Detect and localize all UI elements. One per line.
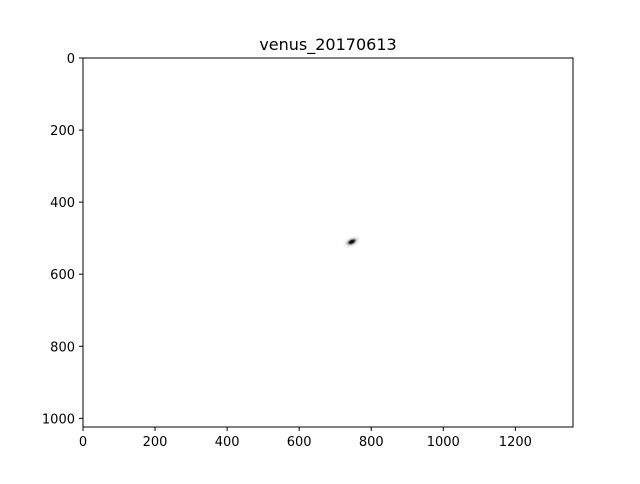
x-tick-label: 600 — [287, 435, 312, 450]
y-axis: 0 200 400 600 800 1000 — [42, 52, 83, 427]
y-tick-label: 1000 — [42, 412, 75, 427]
plot-area — [83, 58, 573, 427]
x-tick-label: 200 — [143, 435, 168, 450]
y-tick-label: 400 — [50, 196, 75, 211]
y-tick-label: 600 — [50, 268, 75, 283]
image-layer — [340, 233, 363, 250]
chart-title: venus_20170613 — [259, 35, 396, 55]
x-tick-label: 1000 — [427, 435, 460, 450]
x-tick-label: 0 — [79, 435, 87, 450]
x-axis: 0 200 400 600 800 1000 1200 — [79, 427, 532, 450]
x-tick-label: 400 — [215, 435, 240, 450]
venus-blob — [340, 233, 363, 250]
y-tick-label: 800 — [50, 340, 75, 355]
y-tick-label: 0 — [67, 52, 75, 67]
x-tick-label: 1200 — [499, 435, 532, 450]
y-tick-label: 200 — [50, 124, 75, 139]
x-tick-label: 800 — [359, 435, 384, 450]
blob-core — [345, 237, 359, 247]
plot-frame — [82, 57, 574, 428]
